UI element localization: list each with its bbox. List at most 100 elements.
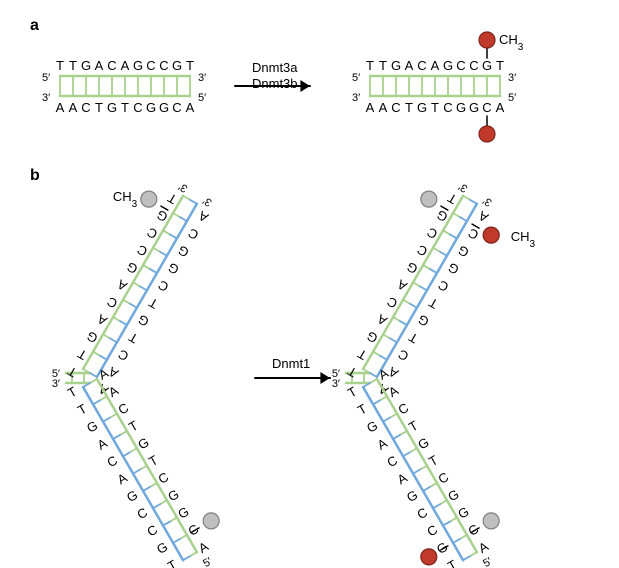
svg-text:C: C <box>144 522 160 540</box>
svg-text:5′: 5′ <box>481 555 494 568</box>
svg-text:G: G <box>456 100 466 115</box>
svg-text:A: A <box>375 435 390 452</box>
svg-text:C: C <box>104 453 120 471</box>
svg-text:Dnmt1: Dnmt1 <box>272 356 310 371</box>
svg-text:CH3: CH3 <box>499 32 524 53</box>
svg-text:C: C <box>482 100 491 115</box>
svg-text:C: C <box>469 58 478 73</box>
svg-text:A: A <box>395 470 410 487</box>
svg-text:C: C <box>81 100 90 115</box>
svg-text:T: T <box>355 401 369 418</box>
svg-text:3′: 3′ <box>457 180 470 194</box>
svg-text:b: b <box>30 167 40 184</box>
svg-text:3′: 3′ <box>52 378 60 390</box>
svg-text:C: C <box>443 100 452 115</box>
svg-text:5′: 5′ <box>508 92 516 104</box>
svg-text:G: G <box>417 100 427 115</box>
svg-text:3′: 3′ <box>508 72 516 84</box>
svg-text:G: G <box>391 58 401 73</box>
svg-text:G: G <box>175 242 191 260</box>
svg-text:A: A <box>431 58 440 73</box>
svg-text:G: G <box>133 58 143 73</box>
svg-text:CH3: CH3 <box>113 189 138 210</box>
svg-text:A: A <box>366 100 375 115</box>
svg-text:a: a <box>30 17 39 34</box>
svg-text:G: G <box>404 487 420 505</box>
svg-text:C: C <box>436 277 452 295</box>
svg-text:C: C <box>391 100 400 115</box>
svg-text:G: G <box>154 539 170 557</box>
svg-text:G: G <box>364 418 380 436</box>
svg-text:A: A <box>115 470 130 487</box>
svg-text:C: C <box>146 58 155 73</box>
svg-text:T: T <box>56 58 64 73</box>
svg-text:G: G <box>469 100 479 115</box>
svg-text:C: C <box>156 277 172 295</box>
svg-text:T: T <box>379 58 387 73</box>
svg-text:3′: 3′ <box>201 194 214 208</box>
svg-text:3′: 3′ <box>352 92 360 104</box>
svg-text:T: T <box>186 58 194 73</box>
svg-text:5′: 5′ <box>352 72 360 84</box>
svg-text:A: A <box>56 100 65 115</box>
svg-text:C: C <box>116 346 132 364</box>
svg-text:Dnmt3b: Dnmt3b <box>252 76 298 91</box>
svg-text:T: T <box>426 295 440 312</box>
svg-text:G: G <box>415 312 431 330</box>
svg-text:C: C <box>172 100 181 115</box>
svg-text:G: G <box>107 100 117 115</box>
svg-text:C: C <box>186 225 202 243</box>
svg-text:3′: 3′ <box>177 180 190 194</box>
svg-text:5′: 5′ <box>198 92 206 104</box>
svg-text:T: T <box>406 329 420 346</box>
svg-text:A: A <box>95 435 110 452</box>
svg-text:C: C <box>133 100 142 115</box>
svg-text:T: T <box>121 100 129 115</box>
svg-text:G: G <box>135 312 151 330</box>
svg-text:C: C <box>384 453 400 471</box>
svg-text:3′: 3′ <box>481 194 494 208</box>
svg-text:5′: 5′ <box>201 555 214 568</box>
svg-text:A: A <box>186 100 195 115</box>
svg-text:A: A <box>121 58 130 73</box>
svg-text:G: G <box>84 418 100 436</box>
svg-text:T: T <box>431 100 439 115</box>
svg-text:C: C <box>159 58 168 73</box>
svg-text:A: A <box>476 538 491 555</box>
svg-text:T: T <box>65 384 79 401</box>
svg-text:C: C <box>424 522 440 540</box>
svg-text:T: T <box>95 100 103 115</box>
svg-text:3′: 3′ <box>332 378 340 390</box>
svg-text:G: G <box>443 58 453 73</box>
svg-text:T: T <box>366 58 374 73</box>
svg-text:T: T <box>405 100 413 115</box>
svg-text:A: A <box>405 58 414 73</box>
svg-text:C: C <box>414 505 430 523</box>
svg-text:A: A <box>95 58 104 73</box>
svg-text:T: T <box>496 58 504 73</box>
svg-text:A: A <box>69 100 78 115</box>
svg-text:T: T <box>165 557 179 568</box>
svg-text:C: C <box>456 58 465 73</box>
svg-text:3′: 3′ <box>198 72 206 84</box>
svg-text:T: T <box>69 58 77 73</box>
svg-text:C: C <box>107 58 116 73</box>
svg-text:T: T <box>345 384 359 401</box>
svg-text:3′: 3′ <box>42 92 50 104</box>
svg-text:A: A <box>196 538 211 555</box>
svg-text:C: C <box>134 505 150 523</box>
svg-text:5′: 5′ <box>42 72 50 84</box>
figure: aTATAGCATCGATGCCGCGGCTA5′3′3′5′Dnmt3aDnm… <box>0 0 619 568</box>
svg-text:T: T <box>146 295 160 312</box>
svg-text:G: G <box>81 58 91 73</box>
svg-text:G: G <box>482 58 492 73</box>
svg-text:A: A <box>496 100 505 115</box>
svg-text:G: G <box>146 100 156 115</box>
svg-text:G: G <box>165 260 181 278</box>
svg-text:T: T <box>126 329 140 346</box>
svg-text:T: T <box>445 557 459 568</box>
svg-text:C: C <box>396 346 412 364</box>
svg-text:C: C <box>417 58 426 73</box>
svg-text:G: G <box>124 487 140 505</box>
svg-text:A: A <box>196 208 211 225</box>
